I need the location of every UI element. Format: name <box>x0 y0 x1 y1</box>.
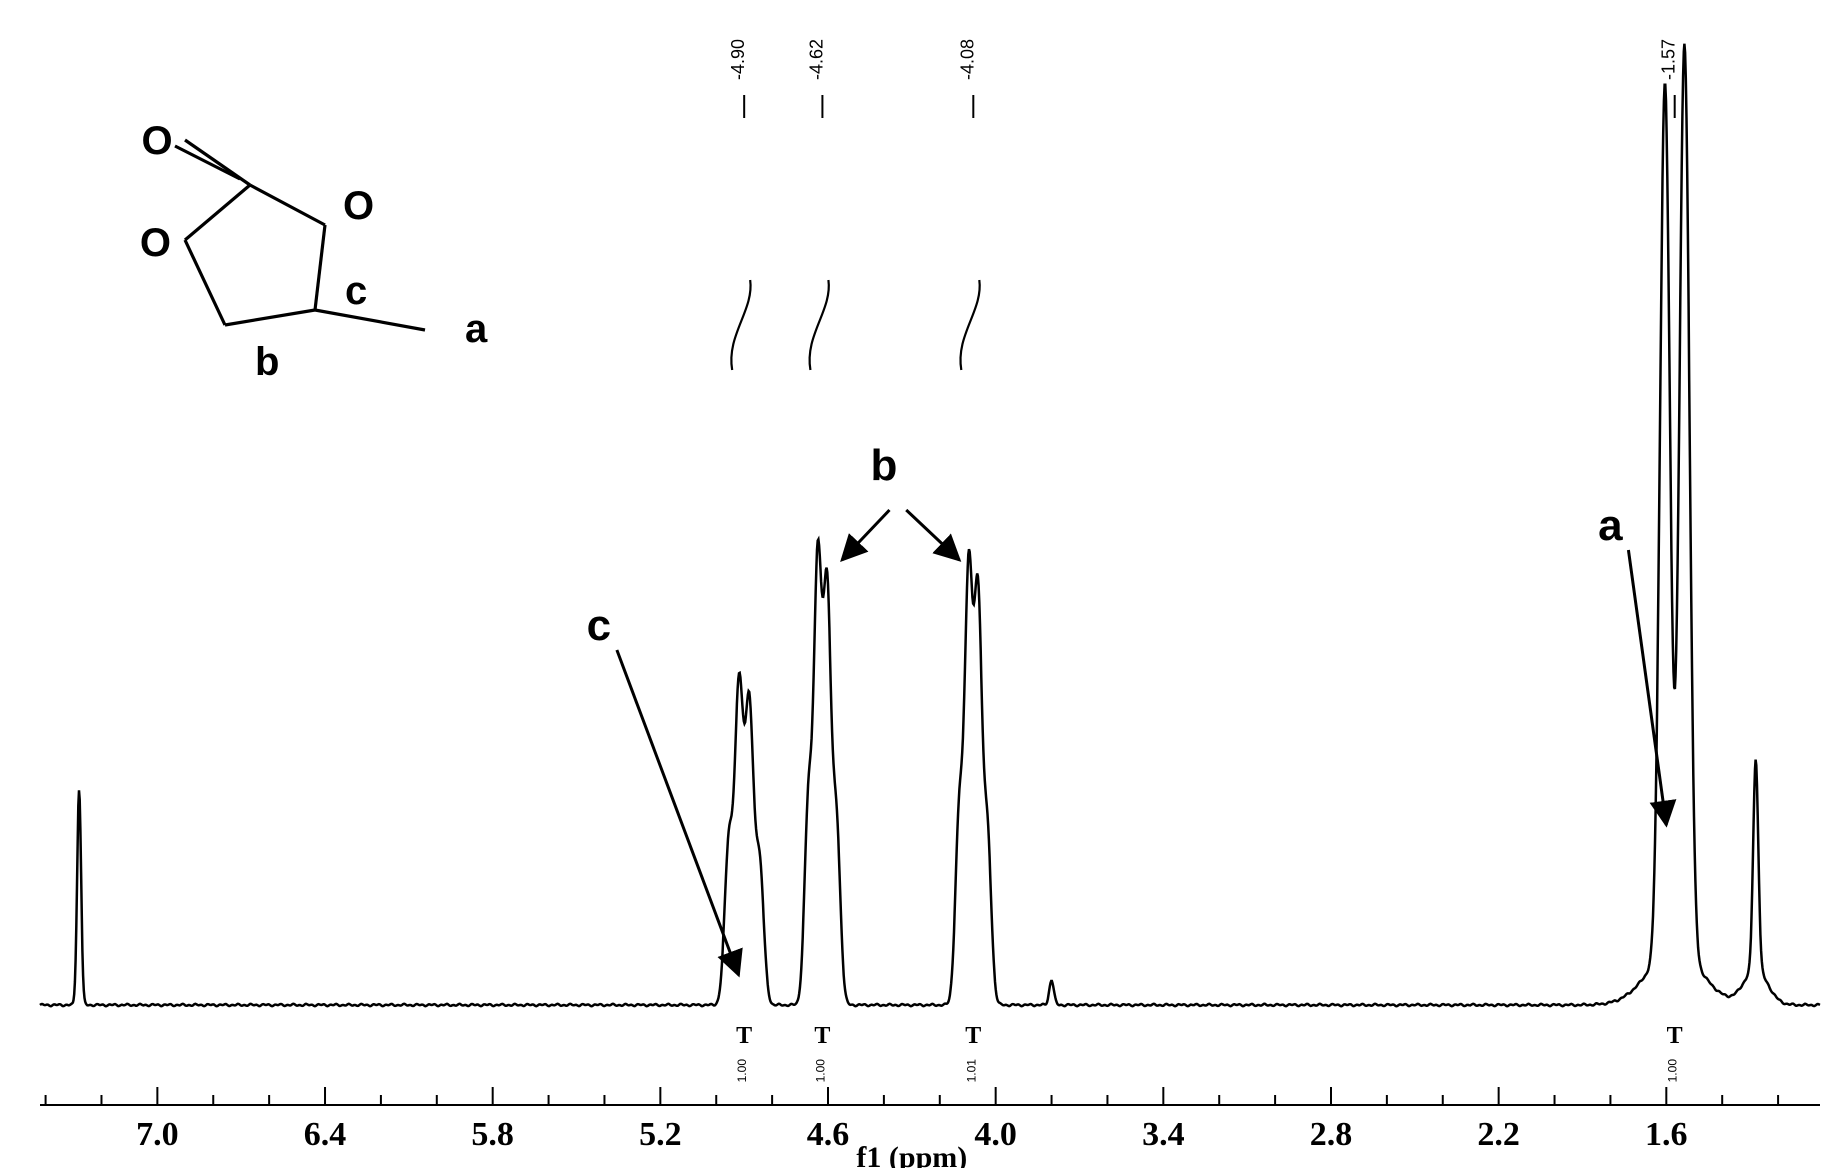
integral-value: 1.00 <box>1666 1059 1680 1083</box>
peak-ppm-label: -4.90 <box>728 39 748 80</box>
axis-tick-label: 4.6 <box>807 1116 850 1153</box>
bond <box>225 310 315 325</box>
integral-value: 1.00 <box>813 1059 827 1083</box>
structure-atom-label: O <box>343 184 374 228</box>
peak-assignment-label-c: c <box>587 601 611 650</box>
structure-atom-label: a <box>465 307 488 351</box>
integral-value: 1.01 <box>964 1059 978 1083</box>
integral-t-mark: T <box>814 1023 830 1049</box>
integral-t-mark: T <box>1667 1023 1683 1049</box>
integral-curve <box>731 280 750 370</box>
integral-curve <box>810 280 829 370</box>
structure-atom-label: b <box>255 340 279 384</box>
peak-assignment-label-b: b <box>870 441 897 490</box>
integral-curve <box>960 280 979 370</box>
assignment-arrow <box>617 650 739 975</box>
peak-ppm-label: -1.57 <box>1659 39 1679 80</box>
bond <box>185 185 250 240</box>
peak-ppm-label: -4.08 <box>957 39 977 80</box>
assignment-arrow <box>906 510 959 560</box>
axis-tick-label: 7.0 <box>136 1116 179 1153</box>
integral-value: 1.00 <box>735 1059 749 1083</box>
bond <box>315 310 425 330</box>
molecule-structure: O O Oa c b <box>140 119 488 384</box>
nmr-spectrum-figure: 7.0 6.4 5.8 5.2 4.6 4.0 3.4 2.8 2.2 1.6 f1 (ppm) T 1… <box>0 0 1834 1168</box>
structure-atom-label: c <box>345 269 367 313</box>
bond <box>175 146 240 179</box>
spectrum-trace <box>40 44 1820 1007</box>
bond <box>250 185 325 225</box>
integral-t-mark: T <box>965 1023 981 1049</box>
structure-atom-label: O <box>141 119 172 163</box>
axis-tick-label: 4.0 <box>974 1116 1017 1153</box>
integral-t-mark: T <box>736 1023 752 1049</box>
bond <box>315 225 325 310</box>
assignment-arrow <box>842 510 890 560</box>
axis-tick-label: 2.8 <box>1310 1116 1353 1153</box>
axis-tick-label: 3.4 <box>1142 1116 1185 1153</box>
axis-title: f1 (ppm) <box>856 1141 967 1168</box>
assignment-arrow <box>1628 550 1666 825</box>
axis-tick-label: 1.6 <box>1645 1116 1688 1153</box>
axis-tick-label: 5.2 <box>639 1116 682 1153</box>
peak-ppm-label: -4.62 <box>806 39 826 80</box>
peak-assignment-label-a: a <box>1598 501 1623 550</box>
axis-tick-label: 5.8 <box>471 1116 514 1153</box>
structure-atom-label: O <box>140 221 171 265</box>
axis-tick-label: 2.2 <box>1477 1116 1520 1153</box>
bond <box>185 240 225 325</box>
axis-tick-label: 6.4 <box>304 1116 347 1153</box>
